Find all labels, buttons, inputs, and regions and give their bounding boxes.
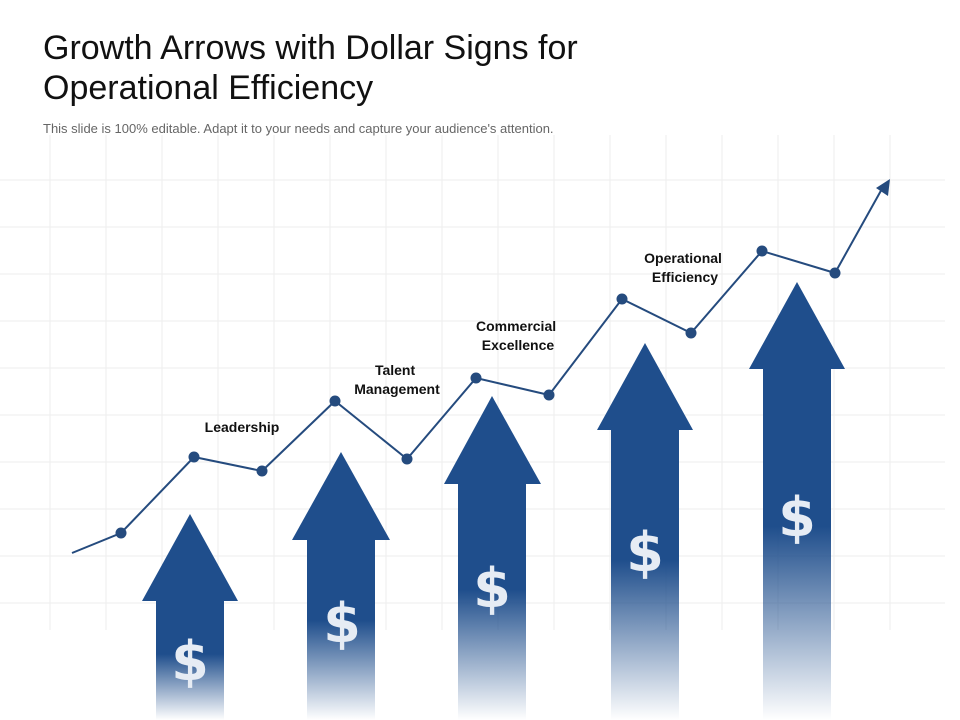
- milestone-label-operational-efficiency: Operational Efficiency: [644, 250, 726, 285]
- slide-title-line-1: Growth Arrows with Dollar Signs for: [43, 29, 578, 67]
- milestone-label-talent-management: Talent Management: [354, 362, 440, 397]
- trend-point: [685, 327, 697, 339]
- trend-point: [115, 527, 127, 539]
- milestone-label-line-2: Excellence: [482, 337, 555, 353]
- dollar-sign-icon: $: [626, 521, 664, 584]
- arrow-head: [292, 452, 390, 540]
- milestone-label-line-1: Leadership: [205, 419, 280, 435]
- trend-point: [256, 465, 268, 477]
- arrow-shaft: [156, 600, 224, 720]
- arrow-shaft: [611, 429, 679, 720]
- trend-point: [616, 293, 628, 305]
- trend-point: [543, 389, 555, 401]
- dollar-sign-icon: $: [171, 630, 209, 693]
- growth-arrow-1: $: [142, 514, 238, 720]
- arrow-head: [444, 396, 541, 484]
- arrow-head: [597, 343, 693, 430]
- milestone-label-line-1: Commercial: [476, 318, 556, 334]
- growth-arrow-3: $: [444, 396, 541, 720]
- arrow-shaft: [307, 539, 375, 720]
- arrow-shaft: [763, 368, 831, 720]
- arrow-head: [142, 514, 238, 601]
- slide-title: Growth Arrows with Dollar Signs for Oper…: [43, 28, 803, 108]
- trend-arrowhead-icon: [876, 179, 890, 196]
- slide-subtitle: This slide is 100% editable. Adapt it to…: [43, 121, 554, 136]
- milestone-label-line-1: Operational: [644, 250, 722, 266]
- growth-arrow-4: $: [597, 343, 693, 720]
- trend-point: [756, 245, 768, 257]
- milestone-label-leadership: Leadership: [205, 419, 280, 435]
- arrow-shaft: [458, 483, 526, 720]
- slide-title-line-2: Operational Efficiency: [43, 69, 374, 107]
- trend-point: [329, 395, 341, 407]
- dollar-sign-icon: $: [323, 592, 361, 655]
- milestone-label-line-1: Talent: [375, 362, 416, 378]
- arrow-head: [749, 282, 845, 369]
- trend-point: [401, 453, 413, 465]
- milestone-label-line-2: Efficiency: [652, 269, 718, 285]
- dollar-sign-icon: $: [473, 557, 511, 620]
- growth-arrow-2: $: [292, 452, 390, 720]
- milestone-labels: Leadership Talent Management Commercial …: [205, 250, 726, 435]
- milestone-label-line-2: Management: [354, 381, 440, 397]
- dollar-sign-icon: $: [778, 486, 816, 549]
- milestone-label-commercial-excellence: Commercial Excellence: [476, 318, 560, 353]
- trend-line: [71, 179, 890, 554]
- trend-point: [188, 451, 200, 463]
- trend-point: [470, 372, 482, 384]
- growth-arrow-5: $: [749, 282, 845, 720]
- trend-point: [829, 267, 841, 279]
